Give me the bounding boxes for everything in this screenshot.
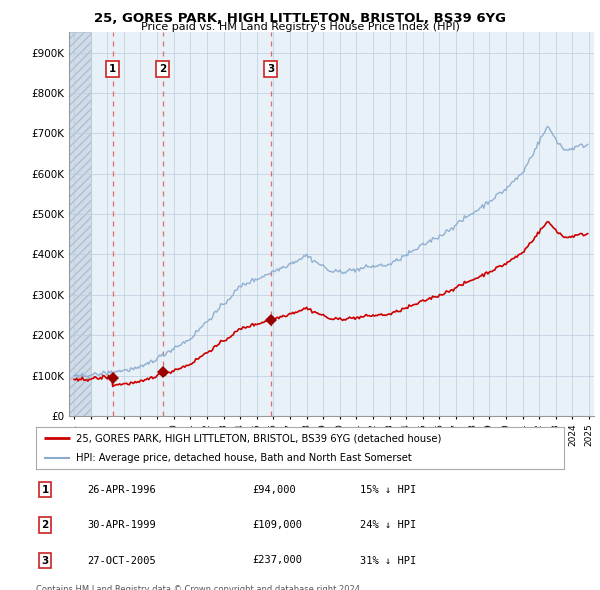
Text: 2: 2	[159, 64, 166, 74]
Text: 3: 3	[267, 64, 274, 74]
Bar	[69, 32, 91, 416]
Text: 1: 1	[41, 485, 49, 494]
Text: £94,000: £94,000	[252, 485, 296, 494]
Text: 15% ↓ HPI: 15% ↓ HPI	[360, 485, 416, 494]
Text: 24% ↓ HPI: 24% ↓ HPI	[360, 520, 416, 530]
Text: Price paid vs. HM Land Registry's House Price Index (HPI): Price paid vs. HM Land Registry's House …	[140, 22, 460, 32]
Text: £237,000: £237,000	[252, 556, 302, 565]
Text: 25, GORES PARK, HIGH LITTLETON, BRISTOL, BS39 6YG: 25, GORES PARK, HIGH LITTLETON, BRISTOL,…	[94, 12, 506, 25]
Text: 26-APR-1996: 26-APR-1996	[87, 485, 156, 494]
Text: 2: 2	[41, 520, 49, 530]
Text: Contains HM Land Registry data © Crown copyright and database right 2024.: Contains HM Land Registry data © Crown c…	[36, 585, 362, 590]
Text: 31% ↓ HPI: 31% ↓ HPI	[360, 556, 416, 565]
Text: 3: 3	[41, 556, 49, 565]
Text: 25, GORES PARK, HIGH LITTLETON, BRISTOL, BS39 6YG (detached house): 25, GORES PARK, HIGH LITTLETON, BRISTOL,…	[76, 434, 441, 444]
Text: HPI: Average price, detached house, Bath and North East Somerset: HPI: Average price, detached house, Bath…	[76, 454, 412, 463]
Text: 30-APR-1999: 30-APR-1999	[87, 520, 156, 530]
Text: 27-OCT-2005: 27-OCT-2005	[87, 556, 156, 565]
Text: 1: 1	[109, 64, 116, 74]
Text: £109,000: £109,000	[252, 520, 302, 530]
